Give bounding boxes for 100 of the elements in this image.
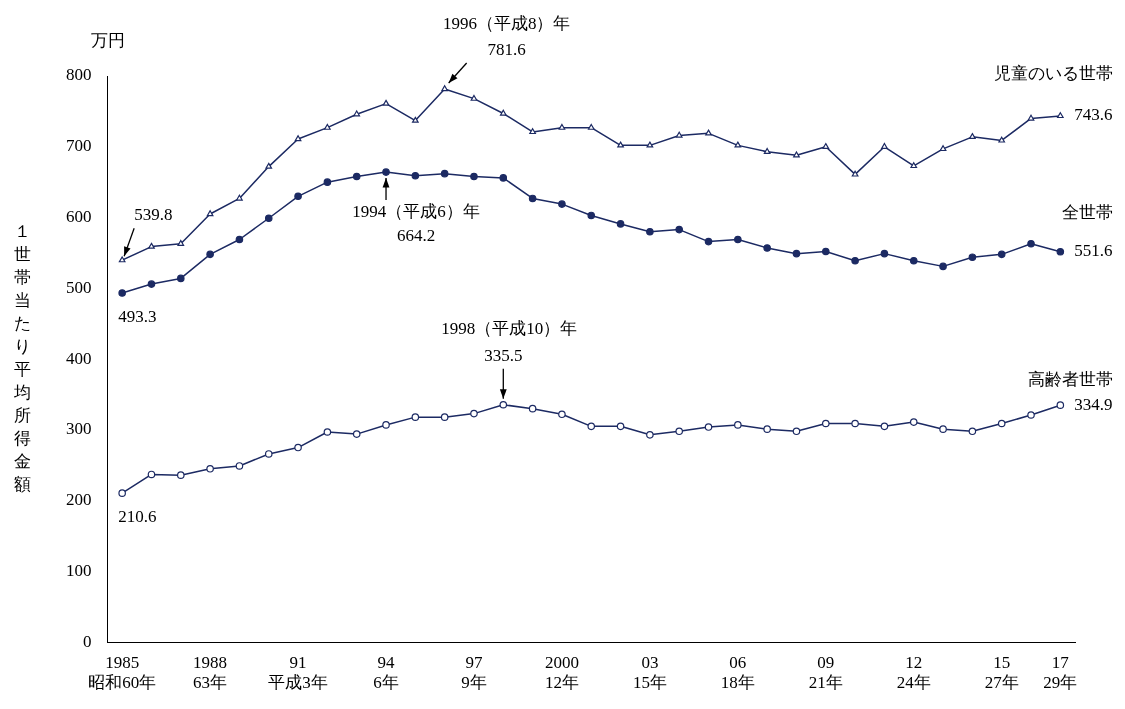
point bbox=[235, 235, 244, 244]
point bbox=[997, 250, 1006, 259]
point bbox=[734, 421, 742, 429]
point bbox=[440, 413, 449, 421]
data-label: 551.6 bbox=[1074, 241, 1113, 261]
point bbox=[1027, 239, 1035, 248]
y-tick-label: 100 bbox=[66, 560, 92, 580]
point bbox=[499, 109, 507, 116]
point bbox=[822, 142, 830, 149]
x-tick-label: 2000 12年 bbox=[544, 652, 579, 693]
point bbox=[147, 470, 156, 479]
point bbox=[763, 147, 771, 154]
point bbox=[352, 172, 361, 181]
point bbox=[1056, 112, 1064, 119]
point bbox=[177, 471, 185, 479]
point bbox=[529, 128, 536, 135]
y-tick-label: 200 bbox=[66, 490, 92, 510]
point bbox=[939, 425, 947, 433]
point bbox=[118, 489, 126, 497]
point bbox=[587, 123, 595, 130]
x-tick-label: 91 平成3年 bbox=[268, 652, 328, 693]
point bbox=[264, 450, 273, 458]
x-tick-label: 94 6年 bbox=[373, 652, 399, 693]
point bbox=[763, 244, 771, 252]
point bbox=[528, 404, 537, 413]
y-tick-label: 700 bbox=[66, 136, 92, 156]
point bbox=[1056, 401, 1065, 409]
point bbox=[969, 133, 976, 140]
point bbox=[881, 142, 888, 149]
point bbox=[147, 280, 156, 288]
annotation: 1994（平成6）年 bbox=[352, 201, 480, 221]
point bbox=[440, 169, 449, 178]
y-tick-label: 300 bbox=[66, 419, 92, 439]
point bbox=[558, 123, 566, 130]
point bbox=[441, 85, 449, 92]
point bbox=[705, 129, 712, 136]
point bbox=[294, 443, 302, 452]
point bbox=[294, 135, 302, 142]
y-tick-label: 500 bbox=[66, 277, 92, 297]
point bbox=[793, 151, 800, 158]
point bbox=[177, 274, 185, 283]
annotation: 1998（平成10）年 bbox=[441, 319, 578, 339]
point bbox=[411, 413, 420, 421]
point bbox=[558, 410, 566, 419]
point bbox=[323, 178, 332, 186]
point bbox=[851, 256, 859, 265]
point bbox=[675, 225, 684, 234]
y-tick-label: 400 bbox=[66, 348, 92, 368]
x-tick-label: 03 15年 bbox=[632, 652, 667, 693]
point bbox=[382, 99, 390, 106]
point bbox=[411, 171, 420, 180]
point bbox=[792, 427, 801, 436]
point bbox=[675, 427, 684, 436]
point bbox=[763, 425, 771, 433]
point bbox=[1056, 248, 1065, 256]
point bbox=[675, 131, 683, 138]
point bbox=[352, 430, 361, 438]
point bbox=[264, 214, 273, 223]
point bbox=[1027, 114, 1035, 121]
point bbox=[909, 256, 918, 265]
point bbox=[617, 141, 624, 148]
point bbox=[821, 419, 830, 428]
point bbox=[616, 220, 625, 228]
point bbox=[324, 123, 331, 130]
point bbox=[294, 192, 302, 201]
point bbox=[968, 427, 977, 436]
x-tick-label: 12 24年 bbox=[896, 652, 931, 693]
point bbox=[382, 421, 390, 429]
point bbox=[704, 423, 713, 431]
point bbox=[470, 172, 478, 181]
point bbox=[118, 256, 126, 263]
point bbox=[235, 462, 244, 470]
text: 1996（平成8）年 bbox=[442, 14, 571, 34]
series-label: 全世帯 bbox=[1062, 203, 1113, 223]
point bbox=[470, 409, 478, 418]
point bbox=[411, 116, 419, 123]
point bbox=[646, 141, 654, 148]
point bbox=[499, 174, 508, 182]
point bbox=[734, 141, 742, 148]
data-label: 335.5 bbox=[484, 346, 523, 366]
point bbox=[206, 465, 214, 473]
point bbox=[939, 145, 947, 152]
point bbox=[118, 289, 126, 297]
point bbox=[851, 419, 859, 428]
point bbox=[206, 250, 214, 259]
point bbox=[909, 418, 918, 426]
data-label: 743.6 bbox=[1074, 105, 1113, 125]
point bbox=[704, 237, 713, 246]
point bbox=[528, 194, 537, 203]
x-tick-label: 09 21年 bbox=[808, 652, 843, 693]
data-label: 493.3 bbox=[118, 306, 157, 326]
y-tick-label: 0 bbox=[83, 631, 92, 651]
point bbox=[265, 162, 273, 169]
point bbox=[968, 253, 977, 261]
point bbox=[558, 200, 566, 208]
point bbox=[236, 194, 243, 201]
point bbox=[206, 210, 214, 217]
point bbox=[998, 136, 1006, 143]
series-label: 高齢者世帯 bbox=[1028, 369, 1113, 389]
point bbox=[792, 249, 801, 258]
